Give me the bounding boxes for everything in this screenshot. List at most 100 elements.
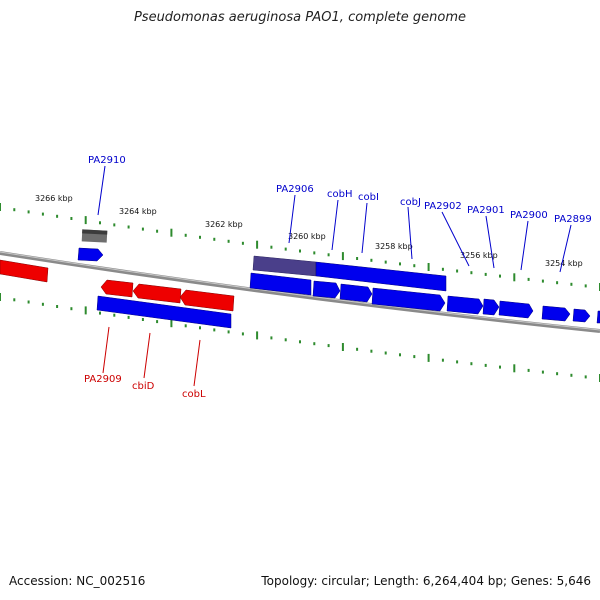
gene-label[interactable]: PA2901 [467, 205, 505, 216]
gene-cobk[interactable] [339, 283, 373, 303]
gene-cobi[interactable] [249, 272, 312, 296]
gene-label[interactable]: cbiD [132, 381, 155, 392]
major-tick [0, 293, 1, 301]
map-title: Pseudomonas aeruginosa PAO1, complete ge… [133, 10, 467, 25]
gene-pa2901[interactable] [446, 295, 484, 315]
gene-label[interactable]: PA2899 [554, 214, 592, 225]
major-tick [170, 228, 173, 237]
major-tick [170, 319, 173, 328]
ruler-label: 3262 kbp [205, 220, 243, 229]
minor-tick [441, 267, 444, 271]
minor-tick [399, 262, 401, 266]
minor-tick [456, 360, 459, 364]
gene-label[interactable]: cobI [358, 192, 379, 203]
gene-cobh-cobi-cobj[interactable] [315, 261, 447, 292]
gene-label[interactable]: cobJ [400, 197, 421, 208]
minor-tick [327, 344, 330, 348]
minor-tick [384, 260, 387, 264]
minor-tick [199, 235, 201, 239]
gene-pa2900[interactable] [482, 298, 500, 316]
minor-tick [584, 375, 587, 379]
major-tick [513, 273, 516, 282]
gene-pa2906[interactable] [252, 255, 317, 277]
reverse-genes [0, 259, 235, 312]
minor-tick [399, 353, 401, 357]
label-leaders-top [97, 165, 572, 273]
major-tick [84, 306, 87, 315]
minor-tick [141, 318, 144, 321]
minor-tick [99, 311, 101, 315]
minor-tick [184, 324, 187, 328]
gene-labels-bottom: PA2909 cbiD cobL [84, 374, 206, 400]
minor-tick [70, 217, 73, 220]
minor-tick [284, 338, 287, 342]
gene-pa2899[interactable] [498, 300, 534, 319]
minor-tick [199, 326, 201, 330]
minor-tick [56, 305, 59, 308]
minor-tick [327, 253, 330, 257]
minor-tick [470, 271, 473, 275]
gene-pa2902[interactable] [371, 287, 446, 312]
gene-pa2897[interactable] [572, 308, 591, 323]
major-tick [513, 364, 516, 373]
minor-tick [27, 210, 30, 214]
minor-tick [270, 336, 273, 340]
minor-tick [27, 300, 30, 304]
gene-label[interactable]: PA2906 [276, 184, 314, 195]
ruler-label: 3258 kbp [375, 242, 413, 251]
minor-tick [213, 237, 216, 241]
minor-tick [13, 208, 16, 212]
gene-cobj[interactable] [312, 280, 341, 299]
minor-tick [41, 212, 44, 216]
outer-tick-ring [0, 203, 600, 291]
minor-tick [484, 363, 487, 367]
major-tick [256, 331, 259, 340]
minor-tick [99, 221, 101, 225]
minor-tick [184, 233, 187, 237]
gene-cobl[interactable] [179, 289, 235, 312]
gene-label[interactable]: PA2910 [88, 155, 126, 166]
minor-tick [570, 282, 573, 286]
minor-tick [470, 362, 473, 366]
major-tick [84, 216, 87, 225]
gene-pseudo-block-top [82, 229, 108, 235]
gene-label[interactable]: PA2902 [424, 201, 462, 212]
minor-tick [541, 370, 544, 374]
minor-tick [70, 307, 73, 311]
gene-label[interactable]: PA2900 [510, 210, 548, 221]
major-tick [341, 343, 344, 351]
minor-tick [456, 269, 459, 273]
minor-tick [541, 279, 544, 283]
gene-cobl-forward[interactable] [96, 295, 232, 329]
minor-tick [213, 328, 216, 332]
minor-tick [499, 365, 501, 369]
gene-pa2909[interactable] [100, 279, 134, 298]
ruler-label: 3260 kbp [288, 232, 326, 241]
gene-reverse-left[interactable] [0, 259, 49, 283]
minor-tick [370, 258, 373, 262]
ruler-label: 3254 kbp [545, 259, 583, 268]
minor-tick [141, 227, 144, 231]
minor-tick [299, 249, 301, 253]
accession-text: Accession: NC_002516 [9, 574, 146, 588]
minor-tick [527, 277, 530, 281]
minor-tick [584, 284, 587, 288]
minor-tick [313, 251, 316, 255]
gene-pa2910[interactable] [77, 247, 104, 262]
gene-label[interactable]: cobH [327, 189, 352, 200]
minor-tick [413, 264, 416, 268]
major-tick [427, 263, 430, 271]
minor-tick [270, 245, 273, 249]
ruler-label: 3264 kbp [119, 207, 157, 216]
minor-tick [156, 229, 159, 233]
gene-label[interactable]: cobL [182, 389, 206, 400]
minor-tick [227, 239, 230, 243]
minor-tick [570, 373, 573, 377]
minor-tick [313, 342, 316, 346]
gene-pa2896[interactable] [596, 310, 600, 324]
gene-cbid[interactable] [132, 283, 182, 304]
label-leaders-bottom [102, 326, 201, 387]
gene-pa2898[interactable] [541, 305, 571, 322]
gene-label[interactable]: PA2909 [84, 374, 122, 385]
major-tick [256, 240, 259, 249]
